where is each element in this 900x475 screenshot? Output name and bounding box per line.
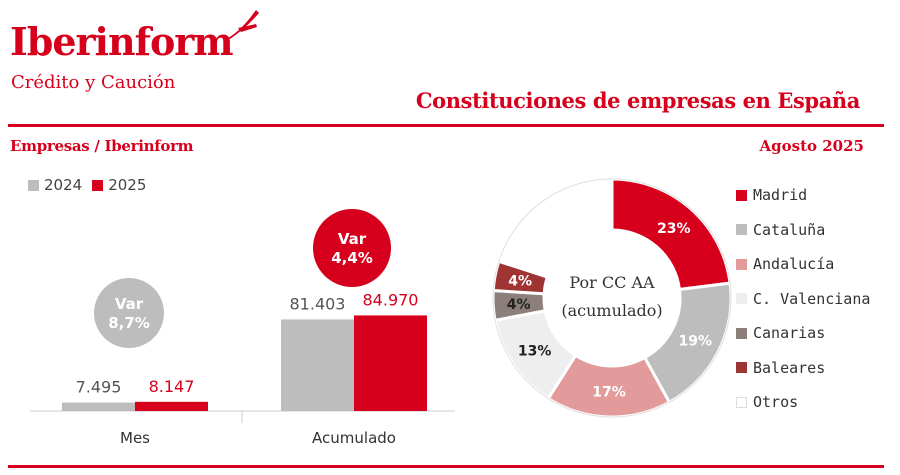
pie-slice-label: 23% <box>657 221 691 237</box>
legend-item-2024: 2024 <box>28 176 82 194</box>
category-label: Mes <box>120 429 150 447</box>
page-title: Constituciones de empresas en España <box>415 88 861 113</box>
bar-mes-2025 <box>135 401 208 411</box>
pie-legend-item-cataluna: Cataluña <box>736 213 870 248</box>
pie-center-subtitle: (acumulado) <box>561 301 662 320</box>
category-label: Acumulado <box>312 429 396 447</box>
bar-value-label: 84.970 <box>363 290 419 309</box>
plane-logo-icon <box>228 10 259 39</box>
pie-slice-label: 19% <box>679 333 713 349</box>
pie-legend-item-andalucia: Andalucía <box>736 247 870 282</box>
pie-legend-swatch-madrid <box>736 189 747 201</box>
pie-slice-label: 4% <box>508 273 532 289</box>
pie-slice-label: 4% <box>507 297 531 313</box>
pie-legend-label-canarias: Canarias <box>753 324 826 343</box>
pie-legend: Madrid Cataluña Andalucía C. Valenciana … <box>736 178 870 420</box>
bottom-divider <box>8 465 884 468</box>
legend-label-2024: 2024 <box>44 176 83 194</box>
pie-legend-item-baleares: Baleares <box>736 351 870 386</box>
legend-label-2025: 2025 <box>108 176 147 194</box>
bar-value-label: 81.403 <box>290 294 346 313</box>
pie-legend-swatch-andalucia <box>736 258 747 270</box>
pie-legend-item-otros: Otros <box>736 385 870 420</box>
pie-legend-label-otros: Otros <box>753 393 799 412</box>
variation-bubble <box>313 209 391 287</box>
pie-legend-swatch-baleares <box>736 362 747 374</box>
pie-slice-label: 13% <box>518 344 552 360</box>
pie-legend-item-c-valenciana: C. Valenciana <box>736 282 870 317</box>
pie-legend-swatch-canarias <box>736 327 747 339</box>
company-logo: Iberinform <box>10 19 234 64</box>
pie-legend-item-canarias: Canarias <box>736 316 870 351</box>
pie-legend-swatch-c-valenciana <box>736 293 747 305</box>
pie-legend-item-madrid: Madrid <box>736 178 870 213</box>
variation-value: 8,7% <box>108 314 150 332</box>
company-subtitle: Crédito y Caución <box>11 72 176 93</box>
pie-center-title: Por CC AA <box>569 273 655 292</box>
variation-bubble <box>94 278 164 348</box>
variation-label: Var <box>115 295 144 313</box>
pie-legend-swatch-cataluna <box>736 224 747 236</box>
bar-acumulado-2025 <box>354 315 427 411</box>
legend-swatch-2024 <box>28 179 39 191</box>
bar-mes-2024 <box>62 402 135 411</box>
bar-value-label: 8.147 <box>149 377 195 396</box>
pie-chart: 23% 19% 17% 13% 4% 4% Por CC AA (acumulado) <box>491 177 733 419</box>
legend-swatch-2025 <box>92 179 104 191</box>
pie-slice-label: 17% <box>592 384 626 400</box>
section-title: Empresas / Iberinform <box>10 137 194 155</box>
pie-legend-label-cataluna: Cataluña <box>753 220 826 239</box>
bar-legend: 2024 2025 <box>28 176 146 194</box>
top-divider <box>8 124 884 127</box>
variation-value: 4,4% <box>331 249 373 267</box>
pie-legend-swatch-otros <box>736 396 747 408</box>
pie-legend-label-andalucia: Andalucía <box>753 255 835 274</box>
bar-acumulado-2024 <box>281 319 354 411</box>
bar-value-label: 7.495 <box>76 378 122 397</box>
pie-legend-label-baleares: Baleares <box>753 358 826 377</box>
pie-legend-label-c-valenciana: C. Valenciana <box>753 289 871 308</box>
pie-outline <box>492 178 732 418</box>
report-date: Agosto 2025 <box>759 137 864 155</box>
legend-item-2025: 2025 <box>92 176 146 194</box>
pie-legend-label-madrid: Madrid <box>753 186 808 205</box>
variation-label: Var <box>338 230 367 248</box>
